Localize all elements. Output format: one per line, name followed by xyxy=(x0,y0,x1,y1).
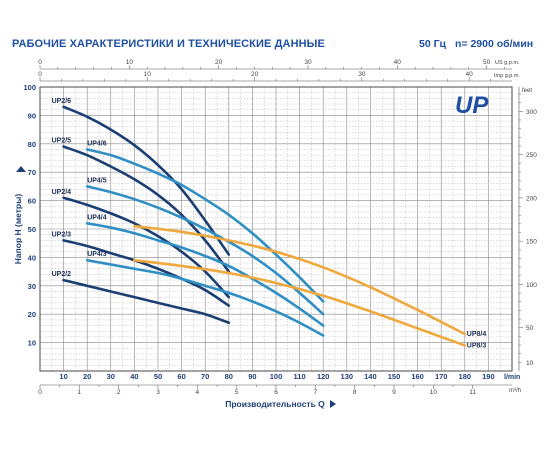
curve-label-up2-2: UP2/2 xyxy=(52,271,72,278)
feet-unit-label: feet xyxy=(522,88,532,94)
m3h-unit-label: m³/h xyxy=(509,388,521,394)
x-unit-label: l/min xyxy=(504,374,520,381)
x-tick-label: 30 xyxy=(107,372,115,381)
x-tick-label: 10 xyxy=(59,372,67,381)
curve-up8-4 xyxy=(133,224,467,336)
x-axis-arrow-icon xyxy=(330,400,336,408)
curve-layer xyxy=(62,105,467,347)
axes-layer: 10 20 30 40 50 60 70 80 90 100 110 120 130 140 150 160 1… xyxy=(23,59,537,396)
y-tick-label: 100 xyxy=(23,83,36,92)
curve-up2-2 xyxy=(62,278,231,325)
x-axis-title: Производительность Q xyxy=(225,399,325,409)
plot-frame xyxy=(39,86,513,372)
x-tick-label: 120 xyxy=(317,372,330,381)
x-tick-label: 170 xyxy=(435,372,448,381)
usgpm-tick-label: 0 xyxy=(38,59,42,66)
feet-tick-label: 300 xyxy=(526,109,537,116)
m3h-tick-label: 0 xyxy=(38,389,42,396)
curve-up2-3 xyxy=(62,239,231,307)
y-tick-label: 10 xyxy=(28,339,36,348)
x-tick-label: 70 xyxy=(201,372,209,381)
feet-tick-label: 250 xyxy=(526,152,537,159)
x-tick-label: 180 xyxy=(459,372,472,381)
speed-label: n= 2900 об/мин xyxy=(455,38,534,50)
x-tick-label: 190 xyxy=(482,372,495,381)
curve-up8-3 xyxy=(133,258,467,347)
curve-label-up4-3: UP4/3 xyxy=(87,251,107,258)
m3h-tick-label: 10 xyxy=(430,389,438,396)
x-tick-label: 110 xyxy=(294,372,306,381)
x-tick-label: 150 xyxy=(388,372,401,381)
impgpm-tick-label: 10 xyxy=(144,71,152,78)
y-tick-label: 60 xyxy=(28,197,36,206)
m3h-tick-label: 4 xyxy=(196,389,200,396)
feet-tick-label: 200 xyxy=(526,195,537,202)
x-tick-label: 90 xyxy=(248,372,256,381)
feet-tick-label: 10 xyxy=(526,360,534,367)
m3h-tick-label: 8 xyxy=(353,389,357,396)
y-axis-arrow-icon xyxy=(16,166,26,172)
curve-label-up2-6: UP2/6 xyxy=(52,98,72,105)
m3h-tick-label: 3 xyxy=(156,389,160,396)
y-tick-label: 70 xyxy=(28,168,36,177)
y-tick-label: 80 xyxy=(28,140,36,149)
y-tick-label: 20 xyxy=(28,310,36,319)
m3h-tick-label: 5 xyxy=(235,389,239,396)
usgpm-tick-label: 30 xyxy=(304,59,312,66)
curve-up2-5 xyxy=(62,145,231,273)
y-tick-label: 50 xyxy=(28,225,36,234)
impgpm-tick-label: 40 xyxy=(466,71,474,78)
curve-label-up4-4: UP4/4 xyxy=(87,214,107,221)
curve-up4-4 xyxy=(85,222,325,327)
y-axis-title: Напор H (метры) xyxy=(13,194,23,265)
feet-tick-label: 150 xyxy=(526,239,537,246)
curve-label-up2-3: UP2/3 xyxy=(52,231,72,238)
x-tick-label: 80 xyxy=(225,372,233,381)
frequency-label: 50 Гц xyxy=(419,38,447,50)
usgpm-tick-label: 40 xyxy=(394,59,402,66)
curve-label-up2-5: UP2/5 xyxy=(52,138,72,145)
x-tick-label: 130 xyxy=(341,372,354,381)
logo-text: UP xyxy=(455,92,489,119)
curve-up4-6 xyxy=(85,148,325,303)
impgpm-unit-label: Imp g.p.m. xyxy=(494,73,520,79)
m3h-tick-label: 1 xyxy=(78,389,82,396)
x-tick-label: 20 xyxy=(83,372,91,381)
impgpm-tick-label: 30 xyxy=(358,71,366,78)
feet-tick-label: 50 xyxy=(526,325,534,332)
m3h-tick-label: 6 xyxy=(274,389,278,396)
x-tick-label: 50 xyxy=(154,372,162,381)
feet-tick-label: 100 xyxy=(526,282,537,289)
up-logo: UP xyxy=(455,92,489,119)
usgpm-unit-label: US g.p.m. xyxy=(495,60,520,66)
m3h-tick-label: 9 xyxy=(392,389,396,396)
page-title: РАБОЧИЕ ХАРАКТЕРИСТИКИ И ТЕХНИЧЕСКИЕ ДАН… xyxy=(12,38,325,50)
y-tick-label: 40 xyxy=(28,253,36,262)
curve-label-up4-6: UP4/6 xyxy=(87,140,107,147)
impgpm-tick-label: 20 xyxy=(251,71,259,78)
curve-labels: UP2/2 UP2/3 UP2/4 UP2/5 UP2/6 UP4/3 UP4/4 UP4/5… xyxy=(52,98,487,350)
x-tick-label: 100 xyxy=(270,372,283,381)
x-tick-label: 40 xyxy=(130,372,138,381)
x-tick-label: 60 xyxy=(177,372,185,381)
x-tick-label: 140 xyxy=(364,372,377,381)
curve-label-up8-4: UP8/4 xyxy=(467,331,487,338)
curve-label-up2-4: UP2/4 xyxy=(52,189,72,196)
usgpm-tick-label: 20 xyxy=(215,59,223,66)
curve-up4-5 xyxy=(85,185,325,316)
y-tick-label: 30 xyxy=(28,282,36,291)
usgpm-tick-label: 10 xyxy=(126,59,134,66)
x-tick-label: 160 xyxy=(411,372,424,381)
curve-label-up8-3: UP8/3 xyxy=(467,342,487,349)
curve-up4-3 xyxy=(85,258,325,337)
m3h-tick-label: 2 xyxy=(117,389,121,396)
curve-label-up4-5: UP4/5 xyxy=(87,177,107,184)
usgpm-tick-label: 50 xyxy=(483,59,491,66)
impgpm-tick-label: 0 xyxy=(38,71,42,78)
m3h-tick-label: 11 xyxy=(469,389,476,396)
y-tick-label: 90 xyxy=(28,111,36,120)
m3h-tick-label: 7 xyxy=(314,389,318,396)
curve-up2-6 xyxy=(62,105,231,256)
